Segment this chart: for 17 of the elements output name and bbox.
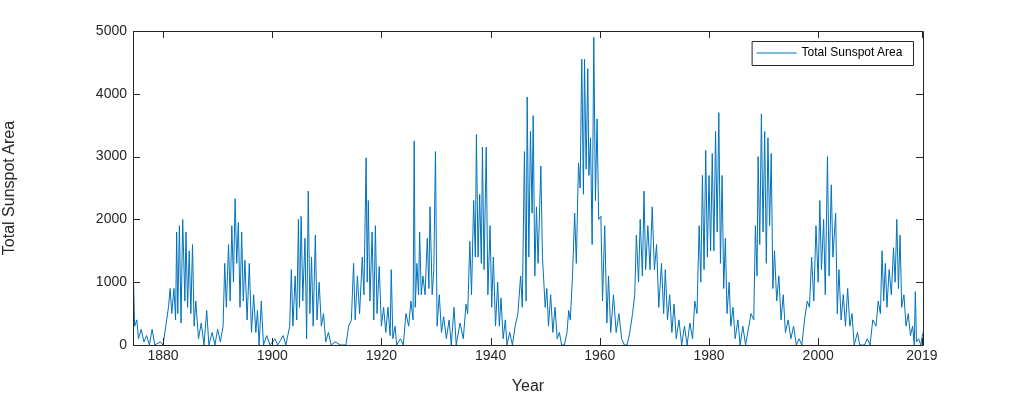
x-tick-label: 2000 — [802, 347, 834, 364]
y-tick-label: 3000 — [95, 147, 128, 164]
y-tick-label: 0 — [119, 335, 128, 352]
y-axis-title: Total Sunspot Area — [0, 120, 18, 256]
x-tick-label: 1920 — [365, 347, 398, 364]
x-tick-label: 1940 — [475, 347, 507, 364]
y-tick-label: 5000 — [95, 21, 128, 38]
y-tick-label: 1000 — [95, 273, 128, 290]
x-tick-label: 1980 — [693, 347, 725, 364]
legend-label: Total Sunspot Area — [801, 45, 903, 60]
x-axis-title: Year — [511, 376, 545, 394]
y-tick-label: 2000 — [95, 210, 128, 227]
x-tick-label: 1900 — [256, 347, 288, 364]
x-tick-label: 2019 — [906, 347, 938, 364]
y-tick-label: 4000 — [95, 84, 128, 101]
x-tick-label: 1880 — [147, 347, 179, 364]
x-tick-label: 1960 — [584, 347, 616, 364]
